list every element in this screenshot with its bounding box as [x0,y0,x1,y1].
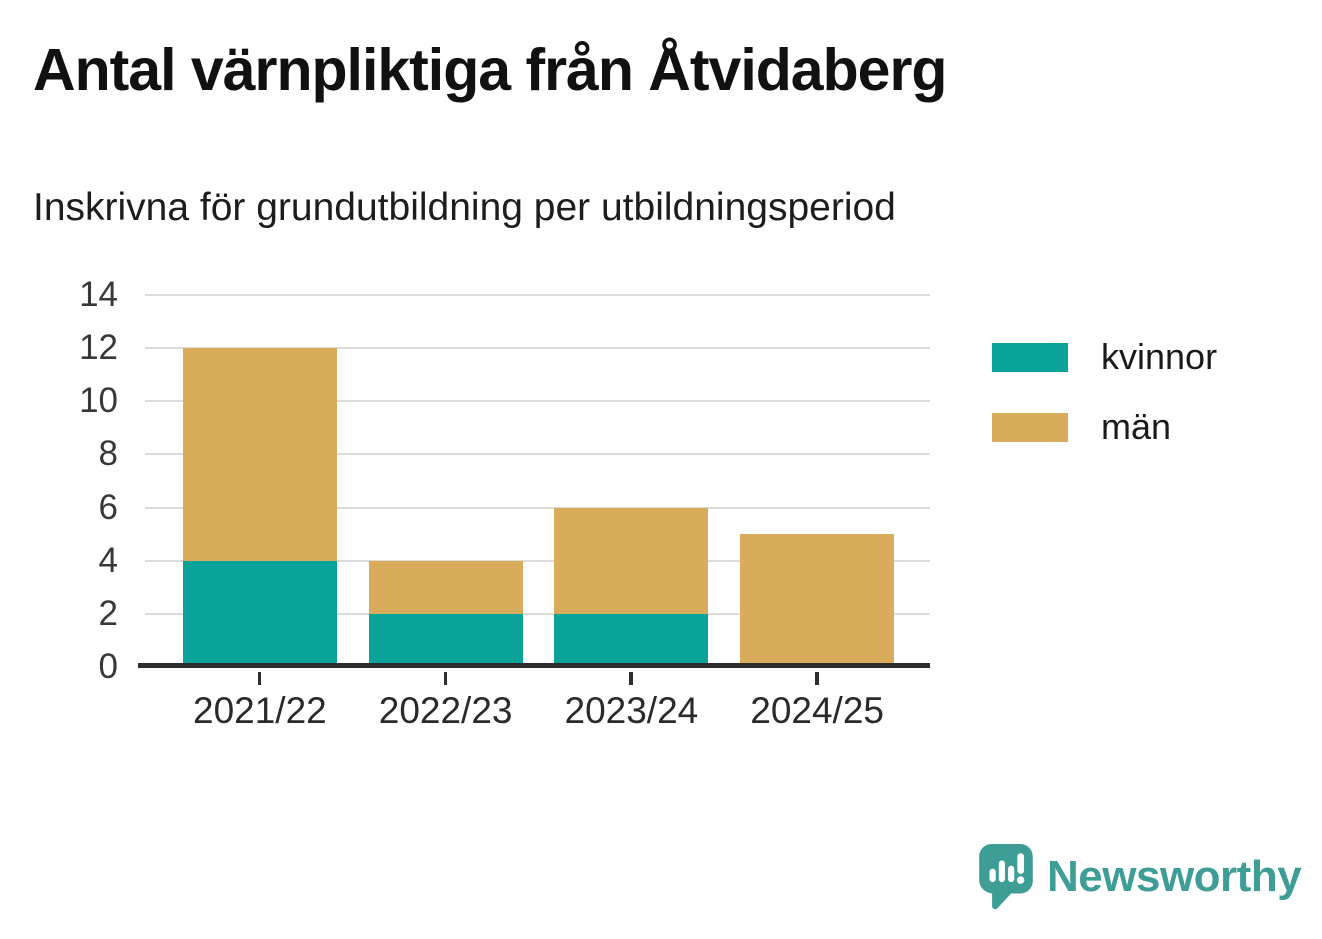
y-tick-label: 12 [79,328,118,368]
bar-segment-kvinnor [368,613,523,667]
x-axis-tick [815,672,819,685]
legend-swatch-kvinnor [992,342,1068,372]
bar-stack [740,534,895,667]
x-tick-label: 2024/25 [750,690,884,731]
newsworthy-logo-icon [979,844,1033,910]
bar-group-2021/22 [167,295,353,685]
legend: kvinnor män [992,336,1217,448]
bar-group-2023/24 [539,295,725,685]
y-tick-label: 6 [98,487,118,527]
x-tick-label: 2021/22 [193,690,327,731]
gridline [145,453,930,456]
bar-segment-män [182,348,337,561]
legend-swatch-man [992,412,1068,442]
gridline [145,559,930,562]
bar-group-2022/23 [353,295,539,685]
legend-label-kvinnor: kvinnor [1101,336,1218,377]
gridline [145,400,930,403]
bar-stack [182,348,337,667]
y-tick-label: 4 [98,540,118,580]
legend-item-man: män [992,406,1217,448]
bar-group-2024/25 [724,295,910,685]
page-title: Antal värnpliktiga från Åtvidaberg [33,37,947,103]
chart-subtitle: Inskrivna för grundutbildning per utbild… [33,186,896,229]
bar-segment-män [368,560,523,614]
gridline [145,506,930,509]
bar-stack [368,560,523,667]
gridline [145,347,930,350]
legend-label-man: män [1101,406,1172,447]
legend-item-kvinnor: kvinnor [992,336,1217,378]
x-tick-label: 2023/24 [564,690,699,731]
x-axis-tick [629,672,633,685]
x-tick-label: 2022/23 [378,690,513,731]
gridline [145,612,930,615]
y-tick-label: 10 [79,381,118,421]
gridline [145,294,930,296]
bar-stack [554,507,709,667]
bars-region [167,295,910,685]
plot-area [145,294,930,685]
y-tick-label: 8 [98,434,118,474]
y-tick-label: 2 [98,593,118,633]
x-axis-tick [443,672,448,685]
newsworthy-logo: Newsworthy [978,843,1302,911]
bar-segment-män [740,534,895,667]
x-axis-labels: 2021/22 2022/23 2023/24 2024/25 [167,690,910,732]
y-tick-label: 0 [98,647,118,686]
y-tick-label: 14 [79,275,118,314]
x-axis-line [138,663,930,668]
y-axis: 0 2 4 6 8 10 12 14 [0,275,130,686]
bar-segment-män [554,507,709,614]
newsworthy-logo-text: Newsworthy [1047,852,1302,901]
bar-segment-kvinnor [182,560,337,667]
bar-segment-kvinnor [554,613,709,667]
x-axis-tick [257,672,262,685]
